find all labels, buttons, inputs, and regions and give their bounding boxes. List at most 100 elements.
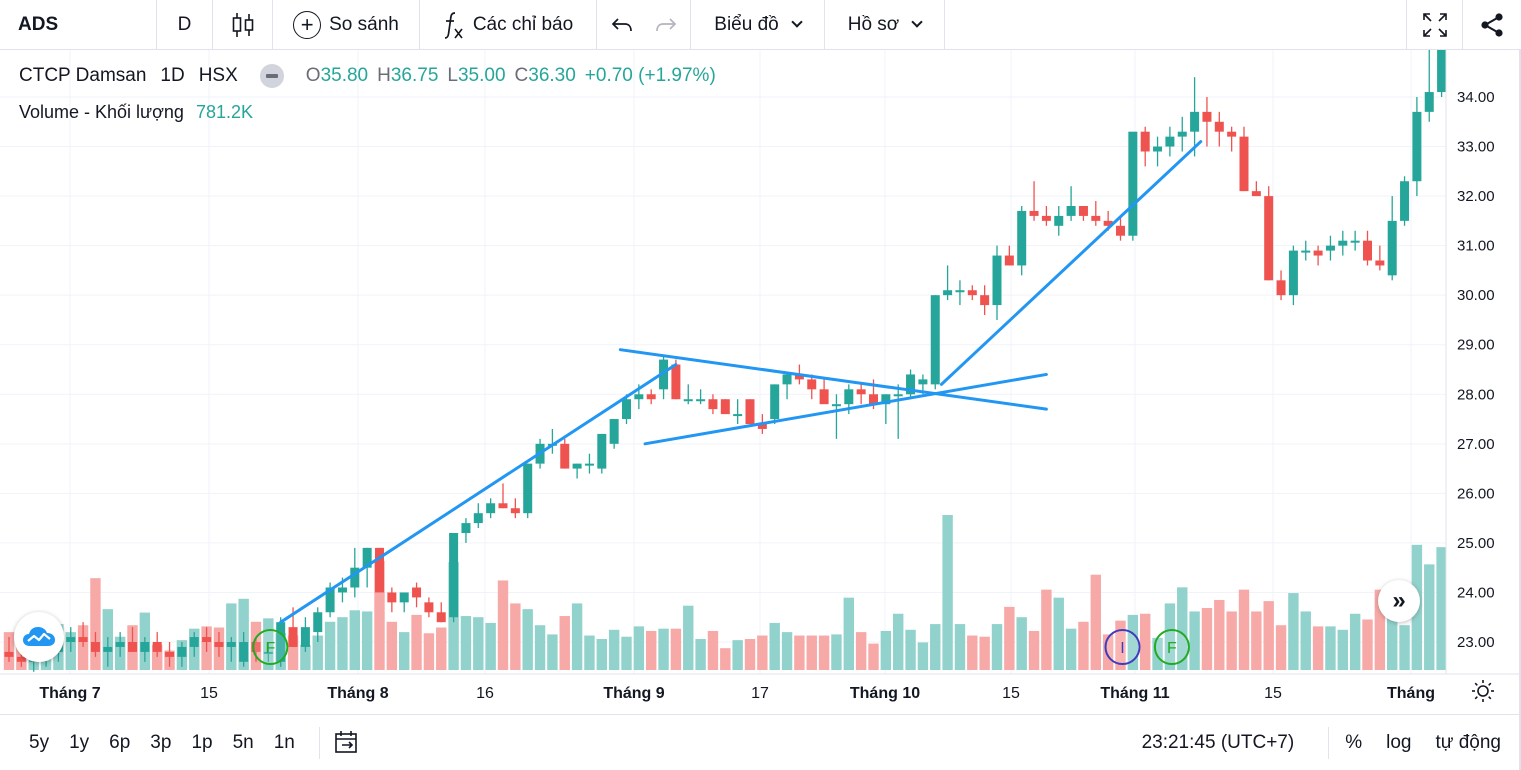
trend-line[interactable]: [279, 363, 678, 624]
time-tick-label: Tháng 11: [1100, 685, 1169, 702]
volume-bar: [1127, 614, 1139, 670]
event-marker[interactable]: [252, 629, 289, 665]
fullscreen-icon: [1422, 12, 1447, 37]
redo-icon[interactable]: [655, 16, 677, 34]
range-1m[interactable]: 1p: [191, 731, 213, 753]
candle-body: [1276, 280, 1286, 296]
volume-bar: [893, 613, 904, 670]
compare-button[interactable]: + So sánh: [273, 0, 420, 50]
volume-bar: [967, 635, 978, 670]
candle-body: [609, 419, 619, 444]
range-1y[interactable]: 1y: [69, 731, 90, 753]
price-chart[interactable]: F I F 23.00 24.00 25.00 26.00 27.00 28.00 29.00 30…: [0, 50, 1521, 714]
share-icon: [1481, 12, 1503, 37]
volume-bar: [1263, 601, 1274, 670]
event-marker[interactable]: [1104, 629, 1141, 665]
sun-settings-icon: [1472, 680, 1494, 702]
trend-line[interactable]: [618, 348, 1048, 411]
layout-menu-button[interactable]: Hồ sơ: [825, 0, 945, 50]
symbol-search-button[interactable]: ADS: [0, 0, 157, 50]
range-1d[interactable]: 1n: [273, 731, 295, 753]
time-tick-label: 16: [476, 685, 494, 702]
double-chevron-right-icon: »: [1392, 587, 1406, 614]
volume-bar: [497, 580, 509, 670]
volume-bar: [1140, 613, 1151, 670]
volume-bar: [1214, 599, 1225, 670]
candle-body: [745, 399, 755, 424]
volume-bar: [436, 627, 447, 670]
legend-symbol-name: CTCP Damsan: [19, 65, 147, 86]
candle-body: [362, 547, 372, 568]
candle-body: [770, 384, 780, 420]
candle-body: [708, 399, 718, 410]
candle-body: [1313, 250, 1323, 256]
time-axis[interactable]: [0, 674, 1521, 714]
volume-bar: [658, 628, 669, 670]
chart-border: [1519, 50, 1521, 770]
price-tick-label: 33.00: [1457, 139, 1495, 156]
legend-exchange: HSX: [198, 65, 238, 86]
candle-body: [288, 627, 298, 647]
scroll-to-realtime-button[interactable]: »: [1378, 580, 1420, 622]
range-6m[interactable]: 6p: [109, 731, 131, 753]
trend-line[interactable]: [643, 372, 1048, 446]
auto-scale-toggle[interactable]: tự động: [1435, 731, 1501, 753]
chart-menu-button[interactable]: Biểu đồ: [691, 0, 825, 50]
volume-bar: [547, 634, 558, 670]
chart-menu-label: Biểu đồ: [714, 13, 779, 35]
chevron-down-icon: [911, 16, 923, 28]
volume-bar: [361, 611, 373, 670]
price-tick-label: 32.00: [1457, 188, 1495, 205]
candle-body: [906, 374, 916, 395]
indicators-button[interactable]: Các chỉ báo: [420, 0, 597, 50]
logo-button[interactable]: [14, 612, 64, 662]
volume-bar: [880, 630, 892, 670]
chart-settings-button[interactable]: [1468, 676, 1498, 706]
volume-bar: [905, 629, 916, 670]
chart-style-button[interactable]: [213, 0, 273, 50]
clock-time[interactable]: 23:21:45 (UTC+7): [1141, 731, 1295, 753]
candle-body: [276, 622, 286, 662]
volume-bar: [831, 634, 842, 670]
event-marker[interactable]: [1153, 629, 1190, 665]
share-button[interactable]: [1463, 0, 1521, 50]
legend-collapse-button[interactable]: [259, 64, 284, 88]
log-scale-toggle[interactable]: log: [1386, 731, 1412, 753]
range-3m[interactable]: 3p: [150, 731, 172, 753]
candle-body: [1264, 196, 1274, 281]
candle-body: [387, 592, 397, 603]
candle-body: [1103, 220, 1113, 226]
range-5y[interactable]: 5y: [29, 731, 50, 753]
interval-button[interactable]: D: [157, 0, 213, 50]
candle-body: [683, 399, 693, 402]
range-5d[interactable]: 5n: [232, 731, 254, 753]
volume-bar: [1090, 574, 1101, 670]
candle-body: [449, 533, 459, 618]
candle-body: [16, 656, 26, 662]
fullscreen-button[interactable]: [1407, 0, 1463, 50]
goto-date-icon[interactable]: [334, 730, 360, 756]
volume-bar: [1387, 597, 1398, 670]
candle-body: [239, 642, 249, 662]
percent-scale-toggle[interactable]: %: [1345, 731, 1363, 753]
volume-bar: [930, 624, 941, 670]
volume-bar: [818, 635, 830, 670]
candle-body: [313, 612, 323, 633]
symbol-label: ADS: [18, 13, 59, 35]
undo-icon[interactable]: [611, 16, 633, 34]
candle-body: [375, 547, 384, 593]
time-tick-label: 17: [751, 685, 769, 702]
legend-open-value: 35.80: [320, 65, 369, 86]
trend-line[interactable]: [939, 140, 1203, 386]
price-axis[interactable]: [1446, 50, 1521, 674]
candle-body: [498, 503, 508, 509]
volume-bar: [1399, 625, 1410, 670]
candle-body: [399, 592, 409, 603]
candle-body: [733, 414, 743, 417]
volume-bar: [1300, 611, 1311, 670]
event-marker-label: F: [1167, 640, 1177, 657]
candle-body: [584, 463, 594, 466]
volume-bar: [337, 617, 348, 670]
price-tick-label: 27.00: [1457, 436, 1495, 453]
volume-bar: [485, 622, 496, 670]
